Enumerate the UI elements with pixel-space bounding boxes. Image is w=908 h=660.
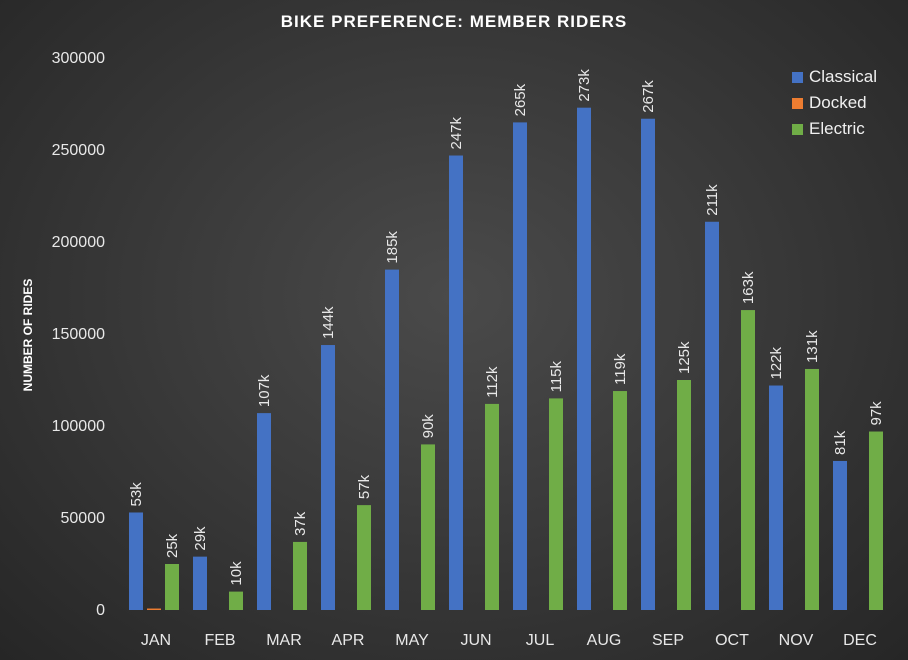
data-label-classical: 273k — [576, 69, 593, 102]
bar-electric — [485, 403, 499, 610]
bar-classical — [129, 512, 143, 610]
data-label-classical: 267k — [640, 80, 657, 113]
data-label-electric: 90k — [420, 414, 437, 439]
bar-classical — [769, 385, 783, 610]
bar-classical — [577, 107, 591, 611]
x-tick-label: JUN — [460, 632, 491, 649]
bar-classical — [513, 122, 527, 611]
data-label-electric: 57k — [356, 474, 373, 499]
bar-classical — [641, 118, 655, 610]
bar-electric — [869, 431, 883, 610]
x-tick-label: NOV — [779, 632, 814, 649]
x-tick-label: JAN — [141, 632, 171, 649]
bar-classical — [833, 460, 847, 610]
legend-swatch-classical — [792, 71, 803, 83]
y-tick-label: 150000 — [52, 326, 105, 343]
legend-item-docked: Docked — [792, 90, 877, 116]
bar-electric — [805, 368, 819, 610]
y-tick-label: 50000 — [61, 510, 106, 527]
bar-electric — [357, 505, 371, 610]
bar-classical — [449, 155, 463, 610]
x-tick-label: MAR — [266, 632, 302, 649]
data-label-classical: 53k — [128, 482, 145, 507]
data-label-electric: 115k — [548, 360, 565, 392]
chart-title: BIKE PREFERENCE: MEMBER RIDERS — [280, 12, 628, 31]
y-tick-label: 0 — [96, 602, 105, 619]
bar-electric — [293, 541, 307, 610]
x-tick-label: OCT — [715, 632, 749, 649]
legend-item-classical: Classical — [792, 64, 877, 90]
bar-docked — [147, 608, 161, 610]
bar-classical — [257, 413, 271, 610]
bar-electric — [677, 380, 691, 610]
x-tick-label: MAY — [395, 632, 429, 649]
x-tick-label: APR — [332, 632, 365, 649]
bar-electric — [549, 398, 563, 610]
x-tick-label: FEB — [204, 632, 235, 649]
data-label-electric: 163k — [740, 271, 757, 304]
bar-electric — [165, 564, 179, 610]
data-label-classical: 107k — [256, 374, 273, 407]
data-label-classical: 211k — [704, 184, 721, 216]
data-label-classical: 265k — [512, 83, 529, 116]
x-tick-label: JUL — [526, 632, 555, 649]
bar-electric — [421, 444, 435, 610]
y-tick-label: 100000 — [52, 418, 105, 435]
data-label-classical: 144k — [320, 306, 337, 339]
bar-classical — [385, 269, 399, 610]
data-label-electric: 125k — [676, 341, 693, 374]
y-tick-label: 300000 — [52, 50, 105, 67]
bar-classical — [705, 221, 719, 610]
y-tick-label: 200000 — [52, 234, 105, 251]
bar-electric — [741, 310, 755, 610]
bar-classical — [321, 345, 335, 610]
data-label-classical: 81k — [832, 430, 849, 455]
data-label-classical: 122k — [768, 346, 785, 379]
legend-swatch-electric — [792, 123, 803, 135]
legend-label-classical: Classical — [809, 67, 878, 86]
data-label-electric: 37k — [292, 511, 309, 536]
data-label-electric: 112k — [484, 366, 501, 398]
bar-classical — [193, 556, 207, 610]
y-tick-label: 250000 — [52, 142, 105, 159]
data-label-electric: 10k — [228, 561, 245, 586]
bar-electric — [229, 591, 243, 610]
data-label-electric: 119k — [612, 353, 629, 385]
data-label-electric: 131k — [804, 330, 821, 363]
data-label-electric: 25k — [164, 533, 181, 558]
x-tick-label: AUG — [587, 632, 622, 649]
data-label-classical: 247k — [448, 116, 465, 149]
data-label-classical: 185k — [384, 231, 401, 264]
x-tick-label: DEC — [843, 632, 877, 649]
data-label-classical: 29k — [192, 526, 209, 551]
legend: Classical Docked Electric — [792, 64, 877, 142]
data-label-electric: 97k — [868, 401, 885, 426]
x-tick-label: SEP — [652, 632, 684, 649]
bar-electric — [613, 391, 627, 610]
legend-label-docked: Docked — [809, 93, 867, 112]
legend-item-electric: Electric — [792, 116, 877, 142]
legend-label-electric: Electric — [809, 119, 865, 138]
legend-swatch-docked — [792, 97, 803, 109]
